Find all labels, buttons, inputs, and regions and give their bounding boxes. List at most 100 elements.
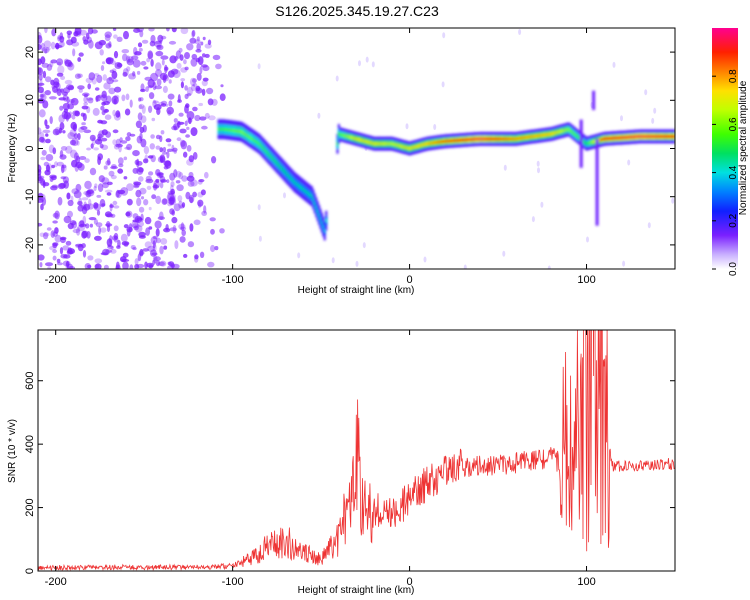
ridge-core bbox=[620, 136, 624, 140]
noise-speckle bbox=[123, 242, 129, 247]
ridge-core bbox=[509, 137, 512, 141]
noise-speckle bbox=[115, 110, 121, 118]
noise-speckle bbox=[63, 112, 71, 120]
noise-speckle bbox=[65, 240, 72, 246]
noise-speckle bbox=[113, 34, 118, 39]
ridge-spike bbox=[579, 119, 583, 168]
noise-speckle bbox=[134, 225, 143, 233]
noise-speckle bbox=[160, 238, 168, 245]
noise-speckle bbox=[54, 161, 58, 168]
noise-speckle bbox=[88, 217, 97, 221]
ridge-core bbox=[286, 173, 289, 177]
ridge-spike bbox=[592, 90, 596, 110]
spectrogram-x-label: Height of straight line (km) bbox=[298, 285, 415, 296]
noise-speckle bbox=[627, 159, 631, 166]
ridge-core bbox=[444, 139, 447, 143]
noise-speckle bbox=[113, 143, 120, 150]
snr-y-axis: 0 200 400 600 bbox=[24, 372, 675, 574]
noise-speckle bbox=[162, 74, 167, 83]
noise-speckle bbox=[82, 215, 87, 225]
ridge-core bbox=[554, 131, 557, 135]
noise-speckle bbox=[118, 143, 122, 153]
noise-speckle bbox=[63, 215, 72, 224]
ridge-core bbox=[374, 142, 377, 146]
noise-speckle bbox=[38, 127, 42, 135]
noise-speckle bbox=[87, 97, 94, 104]
noise-speckle bbox=[95, 138, 103, 145]
ridge-core bbox=[312, 198, 315, 201]
noise-speckle bbox=[126, 183, 134, 192]
noise-speckle bbox=[113, 98, 117, 105]
noise-speckle bbox=[63, 254, 71, 259]
noise-speckle bbox=[170, 188, 175, 195]
ridge-core bbox=[499, 137, 502, 141]
noise-speckle bbox=[188, 155, 195, 163]
ridge-core bbox=[422, 143, 425, 146]
ridge-core bbox=[536, 134, 539, 138]
noise-speckle bbox=[57, 196, 63, 206]
noise-speckle bbox=[99, 49, 104, 56]
noise-speckle bbox=[155, 260, 161, 267]
noise-speckle bbox=[185, 103, 190, 109]
noise-speckle bbox=[75, 183, 82, 192]
noise-speckle bbox=[196, 36, 200, 42]
noise-speckle bbox=[134, 264, 140, 269]
ridge-core bbox=[350, 136, 353, 139]
noise-speckle bbox=[55, 42, 60, 50]
noise-speckle bbox=[51, 28, 57, 37]
noise-speckle bbox=[207, 98, 214, 106]
noise-speckle bbox=[177, 195, 183, 202]
noise-speckle bbox=[100, 94, 108, 102]
ridge-core bbox=[613, 136, 616, 140]
ridge-core bbox=[247, 134, 250, 138]
noise-speckle bbox=[139, 97, 144, 102]
ridge-core bbox=[469, 138, 472, 141]
noise-speckle bbox=[206, 87, 214, 95]
ridge-core bbox=[258, 142, 261, 146]
ridge-core bbox=[397, 144, 400, 147]
ridge-core bbox=[538, 134, 541, 137]
noise-speckle bbox=[199, 66, 203, 75]
noise-speckle bbox=[71, 221, 78, 229]
noise-speckle bbox=[165, 138, 172, 143]
noise-speckle bbox=[106, 192, 112, 196]
noise-speckle bbox=[156, 44, 164, 51]
noise-speckle bbox=[60, 176, 67, 180]
noise-speckle bbox=[200, 189, 206, 196]
noise-speckle bbox=[38, 74, 43, 81]
noise-speckle bbox=[106, 238, 113, 247]
ridge-core bbox=[231, 129, 234, 132]
noise-speckle bbox=[49, 245, 57, 251]
noise-speckle bbox=[171, 28, 177, 33]
noise-speckle bbox=[40, 203, 44, 211]
noise-speckle bbox=[257, 204, 261, 211]
noise-speckle bbox=[148, 171, 154, 176]
noise-speckle bbox=[56, 258, 61, 264]
noise-speckle bbox=[98, 39, 107, 46]
ridge-core bbox=[635, 135, 638, 139]
noise-speckle bbox=[644, 89, 648, 96]
noise-speckle bbox=[106, 225, 111, 232]
noise-speckle bbox=[204, 53, 210, 58]
noise-speckle bbox=[60, 164, 65, 174]
ridge-core bbox=[267, 151, 270, 155]
ridge-core bbox=[642, 135, 645, 138]
noise-speckle bbox=[132, 247, 137, 251]
noise-speckle bbox=[335, 75, 339, 82]
ridge-core bbox=[510, 137, 513, 141]
noise-speckle bbox=[110, 175, 117, 180]
noise-speckle bbox=[52, 242, 58, 249]
noise-speckle bbox=[189, 223, 194, 232]
noise-speckle bbox=[115, 261, 120, 269]
ridge-core bbox=[342, 133, 345, 137]
noise-speckle bbox=[131, 220, 139, 229]
noise-speckle bbox=[104, 189, 113, 193]
noise-speckle bbox=[201, 88, 206, 96]
noise-speckle bbox=[159, 147, 164, 153]
noise-speckle bbox=[159, 211, 164, 220]
ridge-core bbox=[585, 142, 588, 146]
ridge-core bbox=[439, 140, 442, 144]
noise-speckle bbox=[371, 61, 375, 68]
noise-speckle bbox=[79, 29, 88, 36]
noise-speckle bbox=[68, 111, 73, 119]
